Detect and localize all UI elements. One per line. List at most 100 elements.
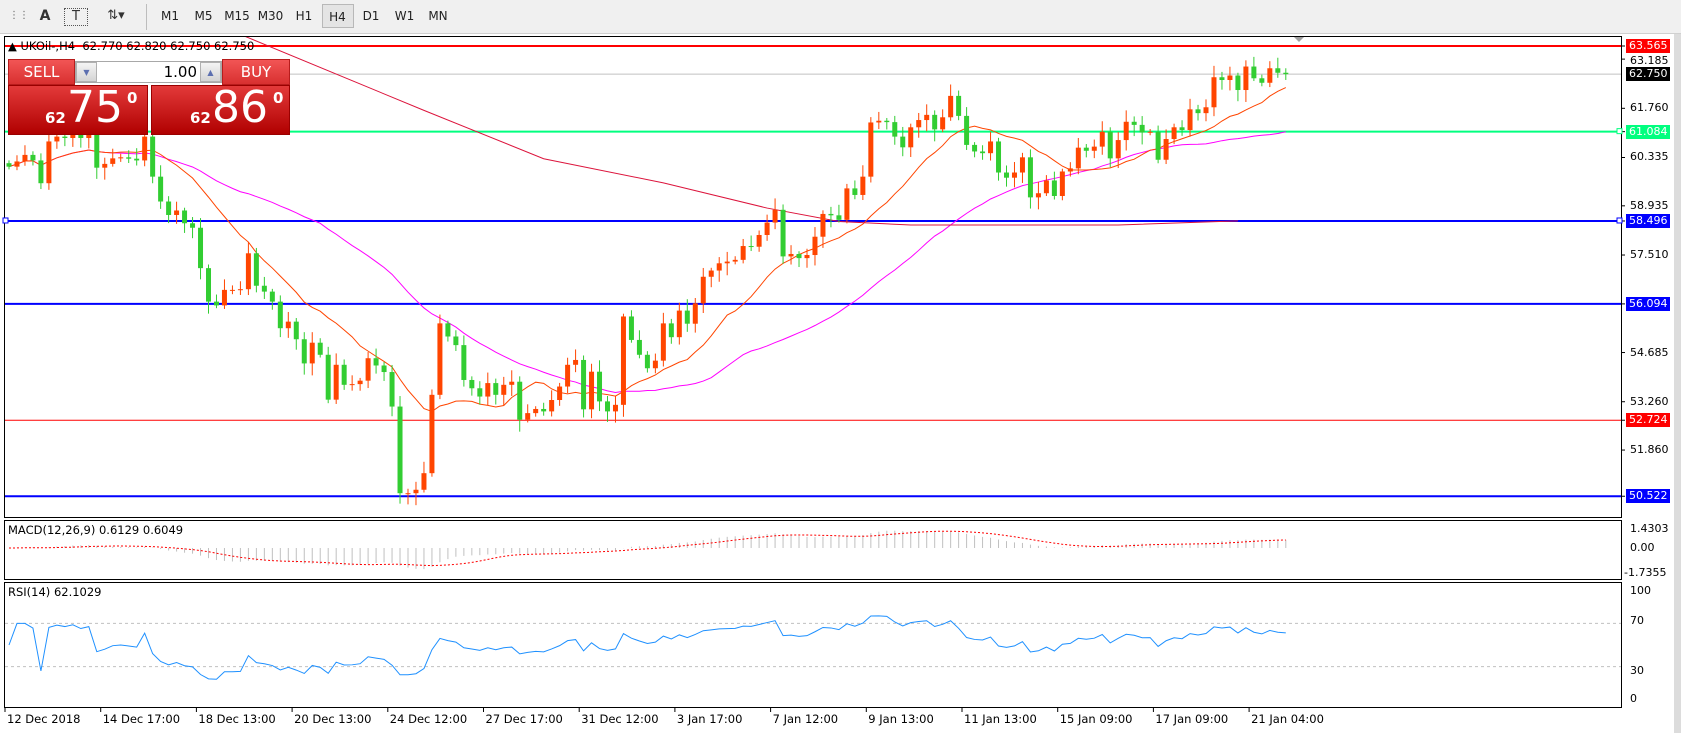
buy-price[interactable]: 62 86 0 <box>151 82 290 135</box>
candle-body <box>876 120 882 123</box>
candle-body <box>421 473 427 490</box>
candle <box>533 406 539 417</box>
date-axis-label: 7 Jan 12:00 <box>772 712 839 726</box>
buy-price-main: 86 <box>212 82 268 133</box>
candle-body <box>1275 68 1281 73</box>
candle-body <box>1107 131 1113 159</box>
lot-increase-icon[interactable]: ▲ <box>200 62 221 82</box>
candle-body <box>1019 157 1025 173</box>
candle-body <box>317 342 323 355</box>
timeframe-h4[interactable]: H4 <box>321 4 354 28</box>
timeframe-h1[interactable]: H1 <box>295 9 313 23</box>
candle <box>22 145 28 166</box>
candle-body <box>182 210 188 224</box>
candle-body <box>110 158 116 164</box>
candle <box>820 210 826 248</box>
candle-body <box>46 141 52 184</box>
date-axis-label: 27 Dec 17:00 <box>485 712 563 726</box>
line-handle-icon <box>1616 217 1623 224</box>
lot-decrease-icon[interactable]: ▼ <box>76 62 97 82</box>
candle <box>158 165 164 209</box>
candle <box>349 375 355 391</box>
candle-body <box>565 364 571 387</box>
timeframe-d1[interactable]: D1 <box>362 9 380 23</box>
date-axis-label: 9 Jan 13:00 <box>868 712 934 726</box>
candle-body <box>620 316 626 405</box>
candle <box>1187 98 1193 137</box>
rsi-axis-100: 100 <box>1630 584 1651 597</box>
candle-body <box>980 151 986 154</box>
candle-body <box>38 160 44 184</box>
price-axis-label: 53.260 <box>1630 394 1669 408</box>
candle-body <box>900 136 906 148</box>
candle <box>477 381 483 405</box>
chart-area[interactable] <box>0 34 1678 733</box>
lot-size-field[interactable]: ▼ 1.00 ▲ <box>75 61 222 83</box>
candle-body <box>908 127 914 148</box>
candle <box>740 238 746 264</box>
scrollbar[interactable] <box>1674 34 1681 733</box>
candle <box>908 123 914 157</box>
price-axis-label: 63.185 <box>1630 54 1669 67</box>
price-axis-label: 57.510 <box>1630 248 1669 262</box>
ma-slow-line <box>8 131 1286 393</box>
timeframe-w1[interactable]: W1 <box>394 9 415 23</box>
candle <box>748 235 754 252</box>
rsi-axis-30: 30 <box>1630 664 1644 677</box>
candle-body <box>581 359 587 410</box>
candle <box>668 318 674 344</box>
timeframe-m5[interactable]: M5 <box>194 9 213 23</box>
candle <box>126 150 132 164</box>
candle <box>565 357 571 394</box>
date-axis-label: 21 Jan 04:00 <box>1251 712 1324 726</box>
candle <box>860 165 866 201</box>
candle-body <box>341 364 347 385</box>
text-label-icon[interactable]: T <box>64 8 88 26</box>
candle <box>924 104 930 132</box>
candle <box>581 355 587 418</box>
candle <box>1139 116 1145 145</box>
candle <box>676 302 682 345</box>
period-separators-icon[interactable]: ⋮⋮ <box>9 10 29 21</box>
text-icon[interactable]: A <box>39 8 51 24</box>
candle-body <box>1171 127 1177 140</box>
candle <box>804 248 810 268</box>
candle-body <box>780 209 786 257</box>
candle <box>150 128 156 184</box>
timeframe-m30[interactable]: M30 <box>257 9 284 23</box>
lot-size-value[interactable]: 1.00 <box>163 63 197 81</box>
candle <box>940 109 946 133</box>
arrows-dropdown-icon[interactable]: ⇅▾ <box>107 8 125 23</box>
candle-body <box>692 303 698 324</box>
candle-body <box>1195 109 1201 114</box>
candle-body <box>70 134 76 138</box>
sell-button[interactable]: SELL <box>8 59 75 85</box>
candle <box>716 257 722 282</box>
candle-body <box>1219 77 1225 81</box>
candle <box>198 218 204 280</box>
timeframe-m1[interactable]: M1 <box>161 9 179 23</box>
sell-price[interactable]: 62 75 0 <box>8 82 148 135</box>
candle <box>884 117 890 130</box>
buy-button[interactable]: BUY <box>222 59 290 85</box>
timeframe-m15[interactable]: M15 <box>224 9 250 23</box>
price-level-label: 63.565 <box>1626 39 1670 53</box>
candle <box>1131 116 1137 137</box>
candle <box>365 352 371 389</box>
candle-body <box>245 253 251 290</box>
candle-body <box>477 388 483 397</box>
timeframe-mn[interactable]: MN <box>428 9 448 23</box>
candle-body <box>948 95 954 118</box>
candle <box>325 346 331 404</box>
candle-body <box>413 489 419 494</box>
collapse-triangle-icon[interactable]: ▲ <box>8 39 21 53</box>
candle <box>1019 152 1025 183</box>
candle-body <box>373 358 379 366</box>
candle-body <box>437 323 443 395</box>
candle <box>1219 71 1225 90</box>
candle-body <box>134 158 140 161</box>
candle-body <box>828 213 834 216</box>
candle-body <box>1235 75 1241 91</box>
candle <box>660 312 666 367</box>
